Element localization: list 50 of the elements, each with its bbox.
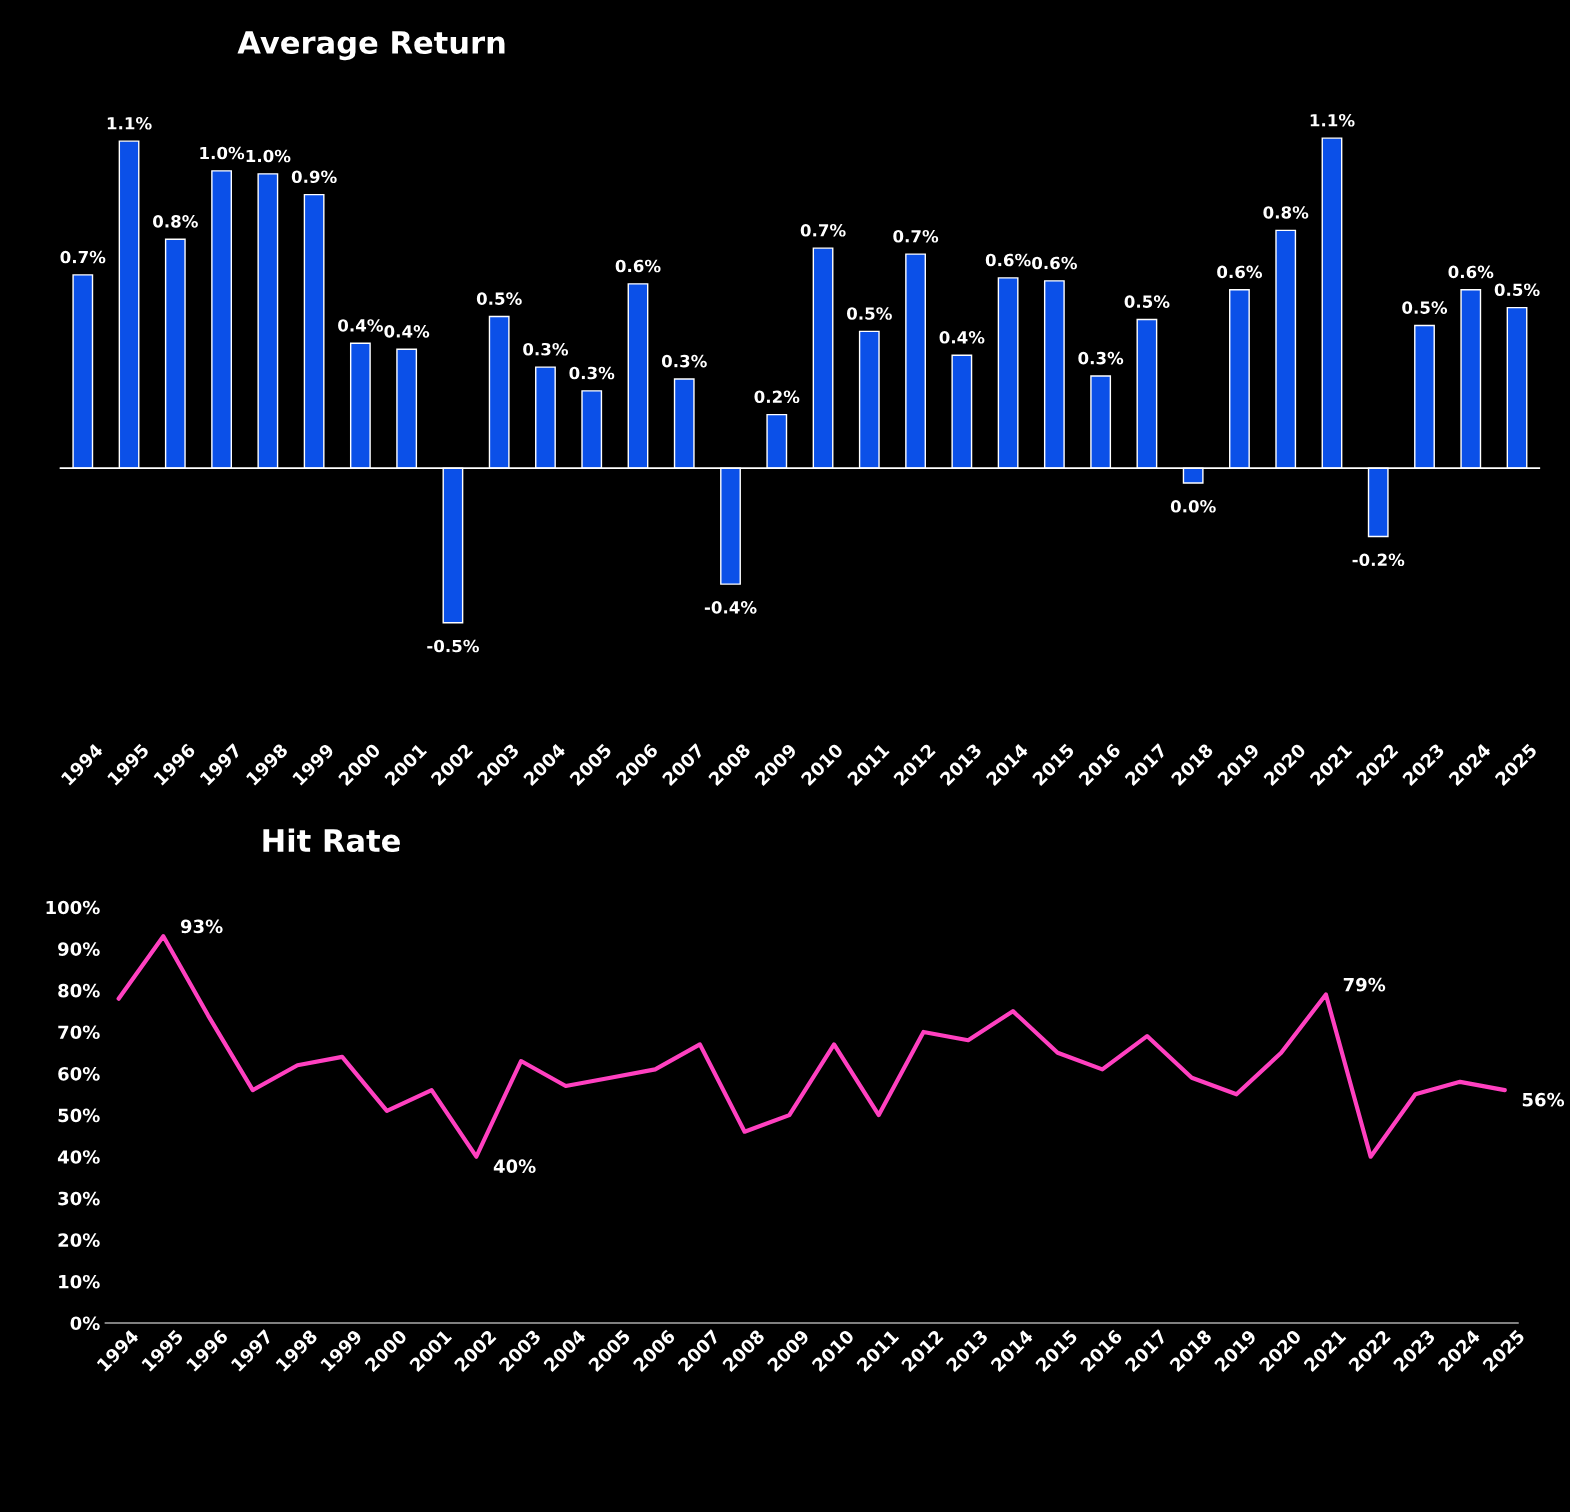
data-label: 0.7% [893,229,939,243]
data-label: 0.8% [153,215,198,228]
data-label: 1.1% [107,116,152,130]
data-label: 93% [180,919,223,934]
y-tick-label: 70% [58,1025,100,1040]
data-label: 0.6% [985,253,1031,267]
data-label: 0.3% [1078,351,1124,365]
y-tick-label: 0% [70,1316,100,1331]
y-tick-label: 100% [46,900,100,915]
data-label: 0.6% [1032,256,1077,270]
y-tick-label: 20% [58,1233,100,1247]
data-label: 0.4% [384,325,430,338]
data-label: 0.7% [800,223,846,237]
y-tick-label: 60% [58,1066,100,1081]
data-label: -0.2% [1352,553,1405,567]
data-label: 0.3% [661,354,707,368]
data-label: 0.7% [60,250,106,264]
data-label: 0.6% [1217,265,1263,279]
y-tick-label: 30% [58,1191,100,1206]
data-label: 0.3% [523,342,569,356]
y-tick-label: 40% [57,1150,100,1164]
line-series [116,934,1507,1159]
data-label: 0.9% [291,170,337,184]
data-label: 0.6% [1448,265,1494,279]
y-tick-label: 10% [59,1274,100,1289]
data-label: 0.5% [1402,301,1448,314]
data-label: 0.2% [754,390,800,404]
data-label: 40% [493,1159,536,1174]
data-label: 1.1% [1310,113,1355,127]
y-tick-label: 80% [58,983,100,998]
chart-title: Average Return [237,31,505,61]
data-label: 0.5% [847,307,892,320]
data-label: 0.4% [939,331,985,344]
data-label: -0.5% [427,639,479,653]
data-label: 0.3% [569,366,615,380]
data-label: 0.0% [1170,499,1216,513]
y-tick-label: 50% [58,1108,100,1123]
data-label: 0.4% [338,319,383,332]
data-label: 1.0% [200,146,245,160]
data-label: 0.5% [476,292,522,305]
data-label: 0.6% [615,259,661,273]
chart-title: Hit Rate [263,828,400,853]
y-tick-label: 90% [58,942,100,956]
data-label: 0.5% [1494,283,1540,297]
data-label: 56% [1522,1092,1565,1107]
data-label: 1.0% [246,149,291,163]
data-label: 79% [1343,977,1386,992]
data-label: 0.8% [1263,206,1309,219]
data-label: 0.5% [1124,295,1170,308]
data-label: -0.4% [704,601,757,614]
